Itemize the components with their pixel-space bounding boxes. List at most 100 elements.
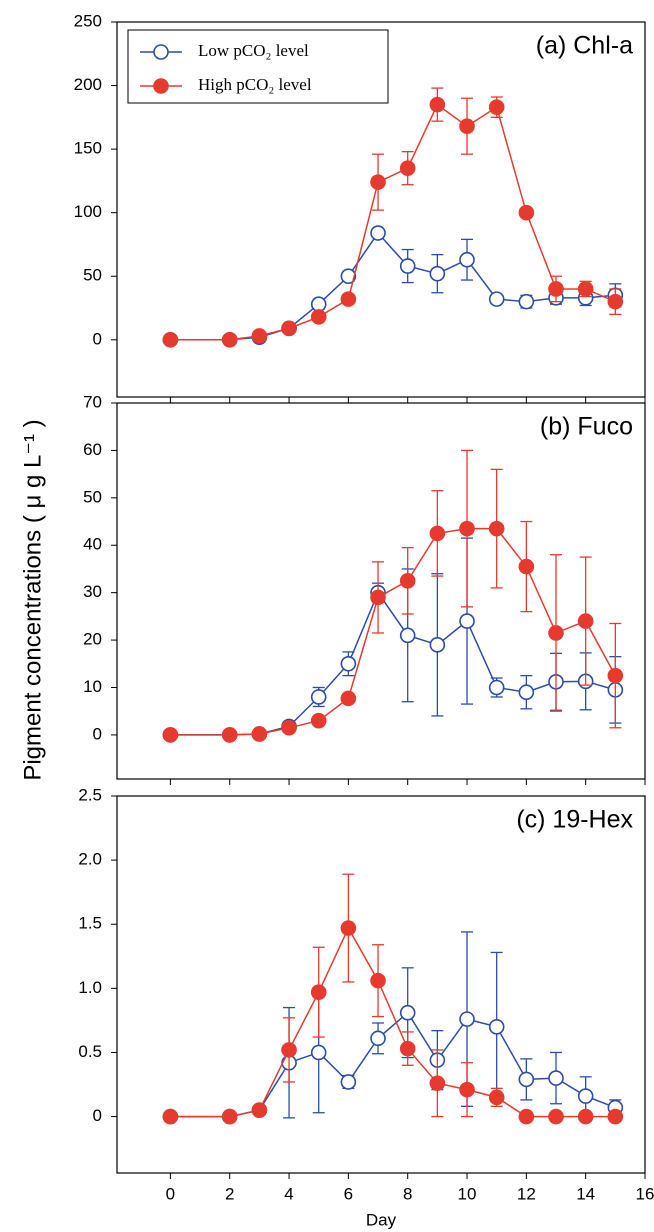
data-point xyxy=(518,1071,535,1088)
legend-label: High pCO₂ level xyxy=(198,75,312,94)
data-point xyxy=(251,328,268,344)
y-tick-label: 1.5 xyxy=(78,914,102,933)
y-tick-label: 20 xyxy=(83,630,102,649)
y-tick-label: 70 xyxy=(83,392,102,411)
legend-label: Low pCO₂ level xyxy=(198,41,309,60)
series-line xyxy=(170,231,616,341)
data-point xyxy=(459,118,475,135)
y-tick-label: 0.5 xyxy=(78,1042,102,1061)
data-point xyxy=(340,920,357,936)
data-point xyxy=(429,1075,446,1092)
data-point xyxy=(577,1088,594,1104)
data-point xyxy=(221,331,238,348)
data-point xyxy=(399,258,416,274)
x-tick-label: 4 xyxy=(284,1184,293,1203)
data-point xyxy=(459,613,475,629)
plot-frame xyxy=(116,21,646,398)
data-point xyxy=(281,1042,297,1058)
data-point xyxy=(340,1074,357,1090)
y-tick-label: 200 xyxy=(74,75,102,94)
data-point xyxy=(429,96,446,113)
data-point xyxy=(488,99,505,115)
data-point xyxy=(429,637,446,653)
data-point xyxy=(340,291,357,307)
data-point xyxy=(548,281,564,297)
data-point xyxy=(370,589,386,606)
data-point xyxy=(607,667,624,684)
data-point xyxy=(488,1019,505,1035)
data-point xyxy=(162,331,179,348)
panel-title: (c) 19-Hex xyxy=(516,806,633,834)
data-point xyxy=(310,1044,327,1061)
data-point xyxy=(607,293,624,310)
data-point xyxy=(577,1108,594,1125)
x-tick-label: 8 xyxy=(403,1184,412,1203)
data-point xyxy=(459,1081,475,1098)
legend-marker xyxy=(153,78,169,94)
y-tick-label: 50 xyxy=(83,487,102,506)
series-line xyxy=(170,1011,616,1118)
plot-frame xyxy=(116,402,646,780)
data-point xyxy=(429,525,446,542)
data-point xyxy=(399,160,416,176)
y-tick-label: 40 xyxy=(83,535,102,554)
data-point xyxy=(429,265,446,282)
y-tick-label: 60 xyxy=(83,440,102,459)
series-line xyxy=(170,591,616,736)
data-point xyxy=(488,291,505,307)
legend-marker xyxy=(153,44,169,60)
data-point xyxy=(399,573,416,589)
data-point xyxy=(370,1030,386,1047)
x-axis-label: Day xyxy=(366,1210,397,1229)
data-point xyxy=(340,655,357,672)
panel-title: (b) Fuco xyxy=(540,413,633,441)
y-tick-label: 0 xyxy=(93,329,102,348)
x-tick-label: 10 xyxy=(458,1184,477,1203)
data-point xyxy=(518,558,535,575)
data-point xyxy=(310,309,327,325)
y-tick-label: 10 xyxy=(83,677,102,696)
x-tick-label: 0 xyxy=(166,1184,175,1203)
data-point xyxy=(488,1089,505,1106)
data-point xyxy=(310,712,327,729)
data-point xyxy=(488,520,505,537)
data-point xyxy=(340,268,357,285)
y-tick-label: 0 xyxy=(93,724,102,743)
data-point xyxy=(488,679,505,696)
data-point xyxy=(370,174,386,190)
x-tick-label: 16 xyxy=(636,1184,654,1203)
panel-title: (a) Chl-a xyxy=(536,32,633,60)
data-point xyxy=(459,1011,475,1027)
x-tick-label: 12 xyxy=(517,1184,536,1203)
data-point xyxy=(162,1108,179,1125)
y-tick-label: 1.0 xyxy=(78,978,102,997)
y-tick-label: 250 xyxy=(74,11,102,30)
data-point xyxy=(548,1108,564,1125)
data-point xyxy=(577,613,594,629)
data-point xyxy=(518,684,535,701)
data-point xyxy=(548,625,564,641)
data-point xyxy=(281,320,297,337)
data-point xyxy=(399,627,416,644)
y-tick-label: 150 xyxy=(74,139,102,158)
data-point xyxy=(221,1108,238,1125)
data-point xyxy=(399,1004,416,1021)
y-tick-label: 2.5 xyxy=(78,785,102,804)
y-tick-label: 50 xyxy=(83,266,102,285)
data-point xyxy=(548,1070,564,1086)
y-tick-label: 0 xyxy=(93,1106,102,1125)
data-point xyxy=(340,690,357,707)
data-point xyxy=(607,1108,624,1125)
data-point xyxy=(518,1108,535,1125)
data-point xyxy=(459,251,475,268)
data-point xyxy=(310,984,327,1000)
data-point xyxy=(162,727,179,743)
series-line xyxy=(170,926,616,1118)
x-tick-label: 6 xyxy=(344,1184,353,1203)
y-tick-label: 100 xyxy=(74,202,102,221)
x-tick-label: 2 xyxy=(225,1184,234,1203)
y-axis-label: Pigment concentrations ( μ g L⁻¹ ) xyxy=(19,419,46,780)
data-point xyxy=(251,726,268,742)
legend-box xyxy=(127,29,389,104)
